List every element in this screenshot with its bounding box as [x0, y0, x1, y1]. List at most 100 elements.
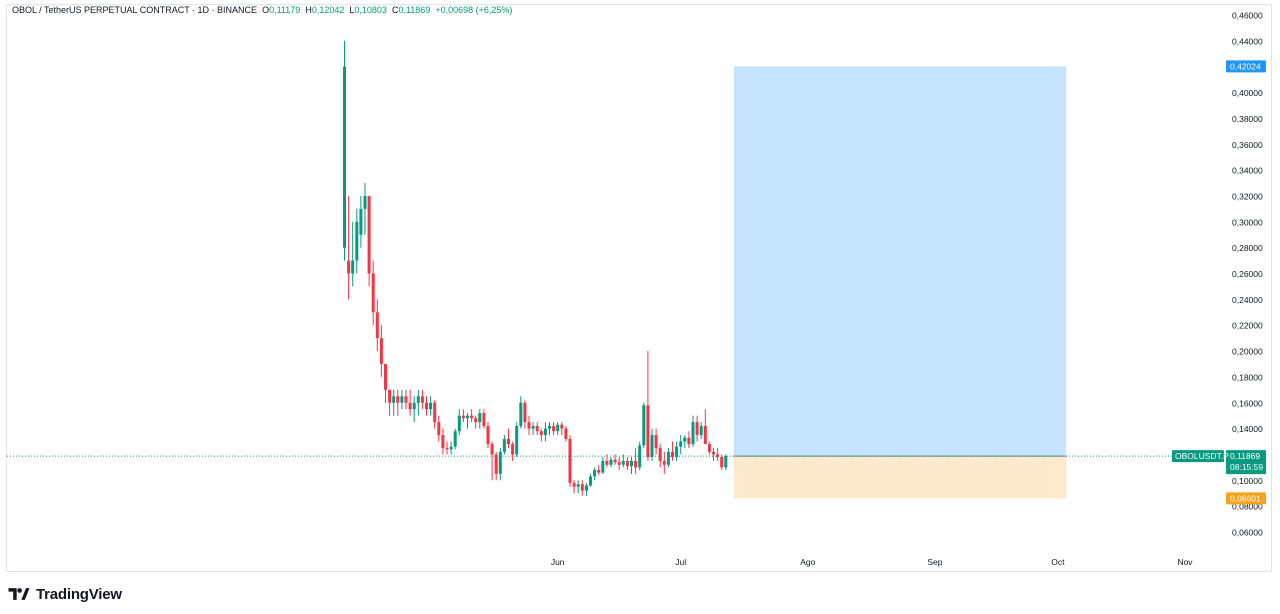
y-tick-label: 0,38000 — [1232, 114, 1263, 124]
candle — [634, 447, 638, 474]
candle — [351, 221, 355, 287]
candle-body — [535, 426, 539, 432]
candle-body — [445, 447, 449, 450]
target-zone[interactable] — [734, 66, 1067, 457]
candle — [388, 389, 392, 416]
symbol-header: OBOL / TetherUS PERPETUAL CONTRACT · 1D … — [12, 5, 512, 15]
candle-body — [572, 482, 576, 487]
candle-body — [384, 363, 387, 390]
candle — [675, 441, 679, 461]
candle-body — [712, 451, 715, 455]
symbol-title[interactable]: OBOL / TetherUS PERPETUAL CONTRACT · 1D … — [12, 5, 258, 15]
open-label: O — [262, 5, 270, 15]
y-tick-label: 0,06000 — [1232, 528, 1263, 538]
candle — [412, 396, 416, 423]
candle-body — [490, 444, 494, 455]
candle — [630, 457, 633, 474]
candle — [453, 428, 457, 450]
candle — [470, 409, 474, 423]
candle — [392, 389, 396, 416]
candle — [486, 422, 490, 448]
symbol-tag-bg — [1172, 450, 1224, 463]
last-price-tag-bg — [1226, 450, 1266, 475]
time-axis: JunJulAgoSepOctNovDic — [551, 557, 1193, 567]
symbol-tag[interactable]: OBOLUSDT.P — [1172, 450, 1229, 463]
candle-body — [675, 446, 679, 458]
countdown-text: 08:15:59 — [1230, 462, 1263, 472]
candle — [490, 441, 494, 481]
candle-body — [584, 485, 588, 491]
stop-zone[interactable] — [734, 456, 1067, 499]
candle — [511, 441, 515, 461]
candle-body — [589, 476, 592, 486]
candle — [654, 428, 658, 455]
candle-body — [634, 460, 638, 468]
candle-body — [347, 260, 351, 274]
candle-body — [666, 451, 670, 465]
candle — [347, 195, 351, 300]
target-price-tag[interactable]: 0,42024 — [1226, 60, 1266, 73]
candle-body — [556, 424, 560, 432]
x-tick-label: Oct — [1051, 557, 1065, 567]
candle — [716, 447, 720, 461]
candle — [367, 195, 371, 287]
candle — [548, 422, 551, 436]
candle-body — [716, 454, 720, 458]
candle — [355, 208, 359, 274]
tradingview-logo-icon — [8, 588, 30, 600]
candle-body — [515, 426, 519, 455]
candle-body — [379, 338, 383, 364]
candle-body — [396, 396, 400, 403]
candle — [429, 396, 433, 416]
candle-body — [433, 402, 437, 423]
position-zones — [734, 66, 1067, 499]
candle — [466, 413, 469, 429]
candle — [445, 441, 449, 455]
low-value: 0,10803 — [354, 5, 387, 15]
candle — [416, 389, 420, 416]
candle — [589, 473, 592, 487]
candle-body — [511, 444, 515, 455]
candle — [343, 40, 346, 261]
tradingview-brand[interactable]: TradingView — [8, 584, 122, 604]
stop-price-tag[interactable]: 0,08601 — [1226, 492, 1266, 505]
candle — [613, 454, 617, 465]
candle-body — [613, 459, 617, 463]
candle — [687, 431, 691, 448]
close-label: C — [391, 5, 399, 15]
candle — [605, 454, 609, 468]
candle-body — [576, 484, 580, 487]
candle-body — [367, 195, 371, 274]
candle-body — [502, 438, 506, 452]
candle — [683, 435, 687, 448]
y-tick-label: 0,40000 — [1232, 88, 1263, 98]
tradingview-wordmark: TradingView — [36, 585, 122, 603]
candle-body — [679, 441, 683, 447]
candle-body — [671, 451, 674, 458]
candle — [707, 441, 711, 455]
candle-body — [429, 402, 433, 410]
candle-body — [650, 435, 654, 458]
candle-body — [343, 66, 346, 248]
candle — [400, 389, 404, 410]
candle-body — [580, 484, 584, 491]
x-tick-label: Nov — [1177, 557, 1193, 567]
candle-body — [724, 456, 728, 468]
candle-body — [408, 402, 412, 410]
last-price-text: 0,11869 — [1230, 451, 1260, 461]
candle — [703, 409, 707, 445]
candle-body — [699, 426, 703, 436]
y-tick-label: 0,32000 — [1232, 191, 1263, 201]
candles — [343, 40, 728, 496]
candle-body — [568, 438, 572, 483]
candle — [515, 422, 519, 458]
candle-body — [654, 435, 658, 448]
candle-body — [593, 469, 597, 477]
candle — [527, 415, 531, 436]
chart-frame — [6, 4, 1272, 572]
candle — [572, 480, 576, 494]
price-tags: 0,420240,086010,118410,1186908:15:59OBOL… — [1172, 60, 1266, 505]
candle-body — [474, 418, 478, 423]
